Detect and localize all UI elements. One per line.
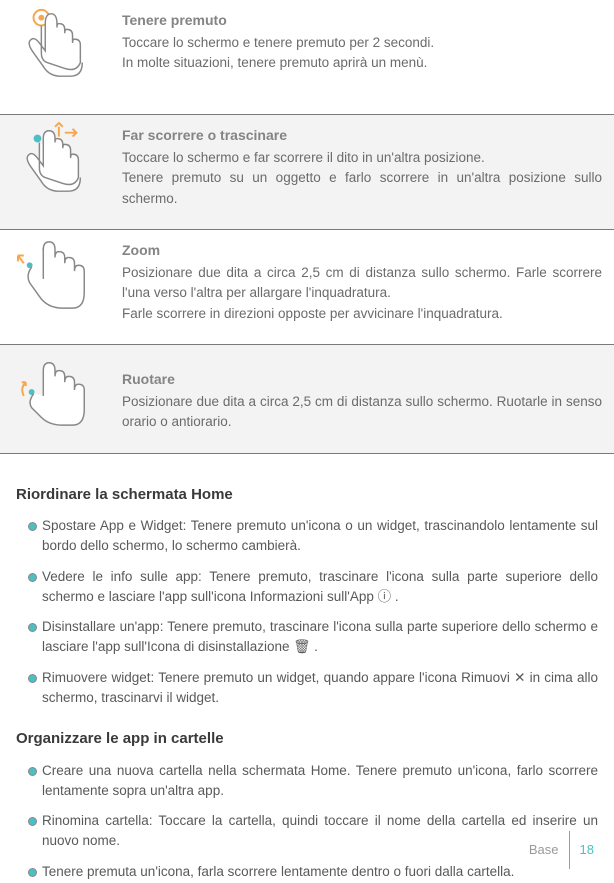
section-reorder: Riordinare la schermata Home Spostare Ap… (0, 454, 614, 882)
list-item: Tenere premuta un'icona, farla scorrere … (28, 862, 598, 882)
gesture-row-hold: Tenere premuto Toccare lo schermo e tene… (0, 0, 614, 115)
page-footer: Base 18 (529, 831, 594, 869)
gesture-desc: Posizionare due dita a circa 2,5 cm di d… (122, 392, 602, 433)
footer-section-label: Base (529, 840, 569, 860)
list-item: Disinstallare un'app: Tenere premuto, tr… (28, 617, 598, 658)
list-item: Vedere le info sulle app: Tenere premuto… (28, 567, 598, 608)
scroll-gesture-icon (16, 121, 94, 209)
zoom-gesture-icon (16, 236, 94, 324)
section-heading: Riordinare la schermata Home (16, 484, 598, 507)
folders-list: Creare una nuova cartella nella schermat… (16, 761, 598, 882)
page-number: 18 (570, 840, 594, 860)
gesture-title: Tenere premuto (122, 10, 602, 31)
gesture-title: Ruotare (122, 369, 602, 390)
gesture-table: Tenere premuto Toccare lo schermo e tene… (0, 0, 614, 454)
gesture-row-rotate: Ruotare Posizionare due dita a circa 2,5… (0, 345, 614, 454)
gesture-title: Zoom (122, 240, 602, 261)
section-heading: Organizzare le app in cartelle (16, 728, 598, 751)
list-item: Rinomina cartella: Toccare la cartella, … (28, 811, 598, 852)
list-item: Rimuovere widget: Tenere premuto un widg… (28, 668, 598, 709)
gesture-desc: Toccare lo schermo e tenere premuto per … (122, 33, 602, 74)
list-item: Creare una nuova cartella nella schermat… (28, 761, 598, 802)
list-item: Spostare App e Widget: Tenere premuto un… (28, 516, 598, 557)
gesture-title: Far scorrere o trascinare (122, 125, 602, 146)
gesture-desc: Posizionare due dita a circa 2,5 cm di d… (122, 263, 602, 324)
gesture-desc: Toccare lo schermo e far scorrere il dit… (122, 148, 602, 209)
rotate-gesture-icon (16, 353, 94, 431)
hold-gesture-icon (16, 6, 94, 94)
gesture-row-zoom: Zoom Posizionare due dita a circa 2,5 cm… (0, 230, 614, 345)
gesture-row-scroll: Far scorrere o trascinare Toccare lo sch… (0, 115, 614, 230)
reorder-list: Spostare App e Widget: Tenere premuto un… (16, 516, 598, 708)
